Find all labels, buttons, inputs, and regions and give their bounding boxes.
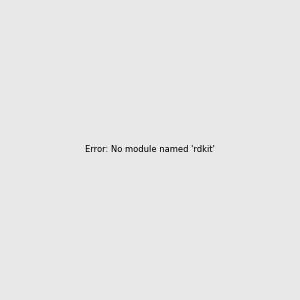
Text: Error: No module named 'rdkit': Error: No module named 'rdkit' — [85, 146, 215, 154]
